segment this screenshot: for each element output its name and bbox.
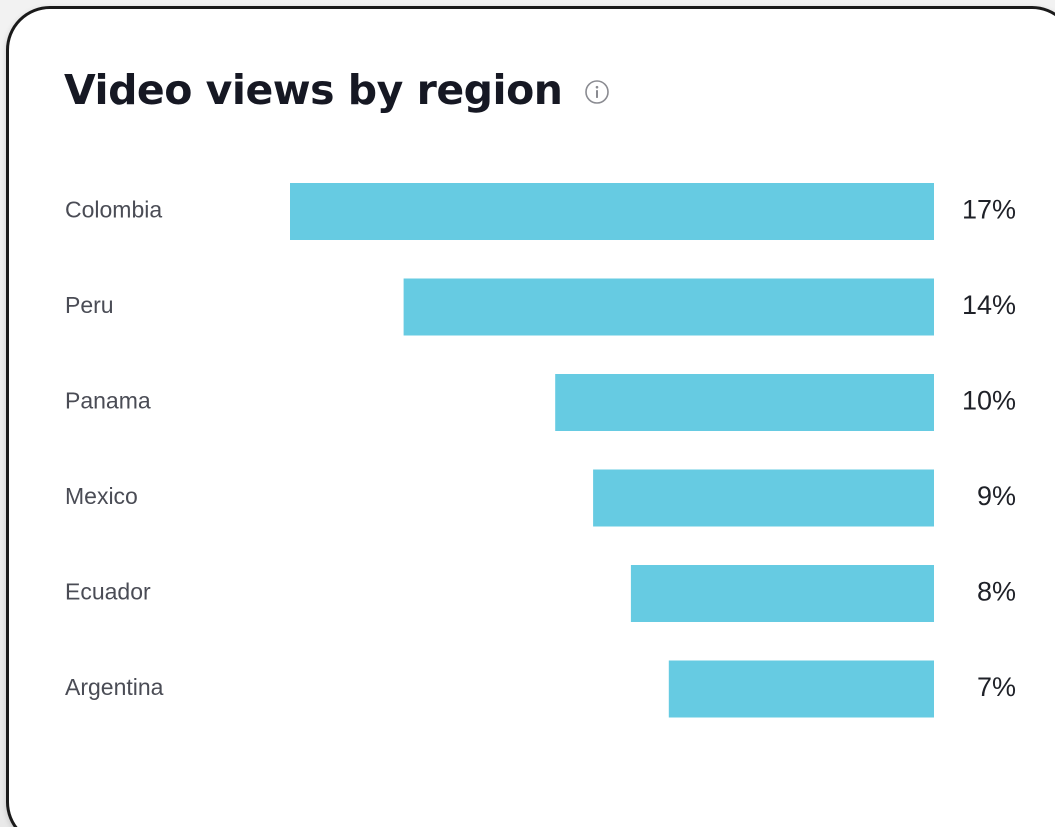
bar-argentina [668, 660, 934, 718]
value-label-panama: 10% [962, 386, 1016, 416]
bar-panama [555, 374, 934, 431]
bar-colombia [290, 183, 934, 240]
category-label-argentina: Argentina [65, 674, 164, 700]
category-label-panama: Panama [65, 388, 151, 414]
bar-mexico [593, 469, 934, 527]
value-label-peru: 14% [962, 290, 1016, 320]
info-icon[interactable] [584, 79, 610, 105]
value-label-argentina: 7% [977, 672, 1016, 702]
value-label-mexico: 9% [977, 481, 1016, 511]
value-label-ecuador: 8% [977, 577, 1016, 607]
bar-peru [403, 278, 935, 336]
category-label-ecuador: Ecuador [65, 579, 151, 605]
value-label-colombia: 17% [962, 195, 1016, 225]
bar-ecuador [630, 565, 934, 622]
category-label-colombia: Colombia [65, 197, 162, 223]
category-label-peru: Peru [65, 292, 114, 318]
chart-header: Video views by region [64, 62, 610, 118]
category-label-mexico: Mexico [65, 483, 138, 509]
chart-title: Video views by region [64, 66, 563, 114]
